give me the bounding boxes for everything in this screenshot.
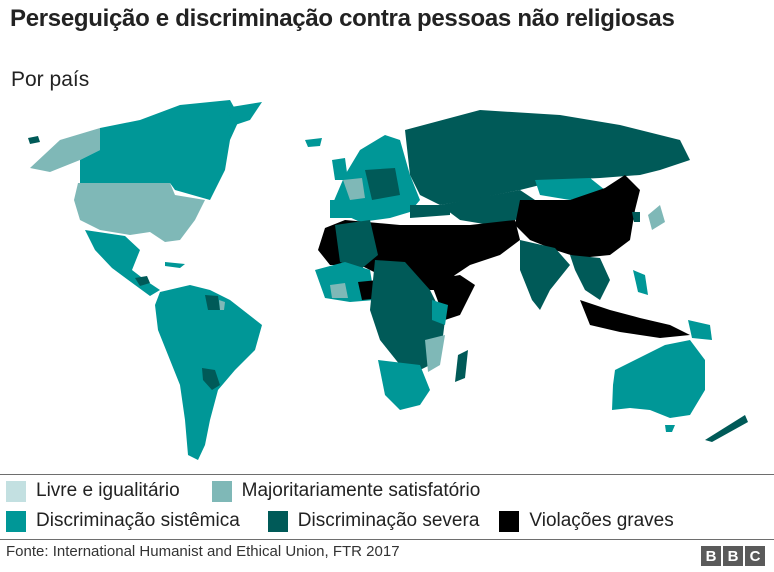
legend-item-violacoes: Violações graves <box>499 510 674 532</box>
region-french-guiana <box>219 300 225 310</box>
region-west-africa-light <box>330 283 348 298</box>
region-usa <box>74 183 205 242</box>
region-turkey <box>410 205 450 218</box>
region-new-zealand <box>705 415 748 442</box>
region-india <box>520 240 570 310</box>
region-paraguay <box>202 368 220 390</box>
legend-swatch-icon <box>6 510 26 532</box>
legend-row-1: Livre e igualitário Majoritariamente sat… <box>6 480 500 502</box>
world-map <box>28 100 748 460</box>
legend-row-2: Discriminação sistêmica Discriminação se… <box>6 510 694 532</box>
region-japan <box>648 205 665 230</box>
region-guyana <box>205 295 220 310</box>
region-central-asia <box>440 190 535 225</box>
region-madagascar <box>455 350 468 382</box>
region-honduras <box>135 276 150 286</box>
region-mexico <box>85 230 160 296</box>
legend-label: Discriminação severa <box>297 510 480 531</box>
bbc-logo-letter: B <box>701 546 721 566</box>
legend-swatch-icon <box>267 510 288 532</box>
legend-swatch-icon <box>6 480 26 502</box>
legend-label: Violações graves <box>529 510 674 531</box>
region-caribbean <box>165 262 185 268</box>
region-algeria <box>335 220 378 270</box>
region-png <box>688 320 712 340</box>
legend-label: Discriminação sistêmica <box>36 510 240 531</box>
legend-swatch-icon <box>499 510 520 532</box>
source-note: Fonte: International Humanist and Ethica… <box>6 543 400 560</box>
region-west-africa <box>315 262 375 302</box>
legend-bottom-divider <box>0 539 774 540</box>
legend-item-severa: Discriminação severa <box>267 510 480 532</box>
region-russia <box>405 110 690 205</box>
region-spain <box>330 200 355 218</box>
bbc-logo: B B C <box>701 546 765 566</box>
legend-item-majoritariamente: Majoritariamente satisfatório <box>211 480 481 502</box>
region-east-africa <box>432 300 448 325</box>
region-tasmania <box>665 425 675 432</box>
legend-top-divider <box>0 474 774 475</box>
legend-swatch-icon <box>211 480 232 502</box>
region-uk <box>332 158 348 180</box>
region-southeast-asia <box>570 255 610 300</box>
region-philippines <box>633 270 648 295</box>
region-australia <box>612 340 705 418</box>
region-central-europe <box>365 168 400 200</box>
region-alaska <box>30 128 100 172</box>
legend-item-sistemica: Discriminação sistêmica <box>6 510 240 532</box>
region-alaska-island <box>28 136 40 144</box>
region-southern-africa <box>378 360 430 410</box>
legend-item-livre: Livre e igualitário <box>6 480 180 502</box>
region-korea <box>632 212 640 222</box>
region-china <box>515 175 640 258</box>
bbc-logo-letter: C <box>745 546 765 566</box>
region-france <box>343 178 365 200</box>
region-mozambique <box>425 335 445 372</box>
region-iceland <box>305 138 322 147</box>
legend-label: Majoritariamente satisfatório <box>241 480 481 501</box>
chart-subtitle: Por país <box>11 68 90 91</box>
chart-title: Perseguição e discriminação contra pesso… <box>10 5 675 32</box>
region-canada <box>80 100 240 200</box>
region-indonesia <box>580 300 690 338</box>
region-greenland <box>225 102 262 125</box>
legend-label: Livre e igualitário <box>36 480 180 501</box>
bbc-logo-letter: B <box>723 546 743 566</box>
